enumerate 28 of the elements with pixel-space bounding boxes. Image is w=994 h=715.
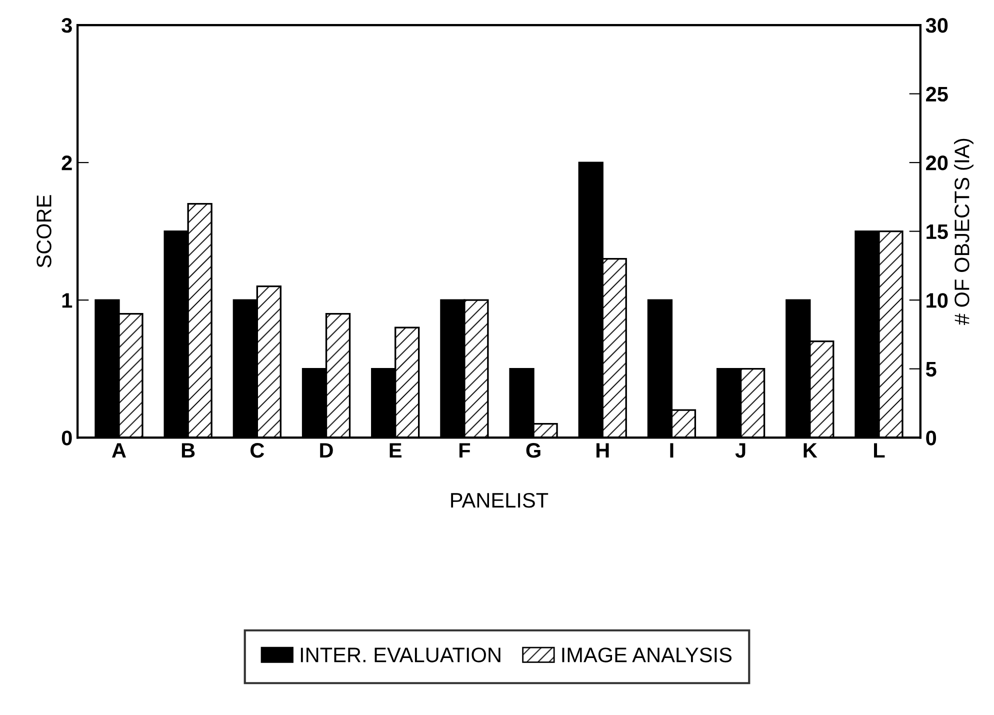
y2-tick-label: 15	[926, 224, 948, 240]
y2-tick-label: 0	[926, 430, 936, 446]
x-tick-label: D	[320, 443, 333, 458]
y-tick-label: 1	[62, 293, 72, 308]
x-tick-label: C	[250, 442, 264, 458]
x-tick-label: A	[112, 443, 126, 458]
legend-label: INTER. EVALUATION	[300, 648, 500, 662]
x-tick-label: H	[596, 443, 609, 458]
y2-tick-label: 5	[926, 362, 936, 377]
x-tick-label: K	[804, 443, 818, 458]
y-axis-title: SCORE	[36, 195, 52, 268]
x-tick-label: I	[670, 443, 674, 458]
y-tick-label: 3	[62, 18, 72, 33]
y-tick-label: 2	[62, 156, 72, 170]
x-tick-label: E	[390, 443, 402, 458]
y2-tick-label: 10	[926, 293, 948, 308]
x-tick-label: G	[526, 442, 540, 458]
x-tick-label: L	[874, 443, 885, 458]
y2-axis-title: # OF OBJECTS (IA)	[954, 138, 974, 325]
y-tick-label: 0	[62, 430, 72, 446]
y2-tick-label: 20	[926, 156, 948, 170]
y2-tick-label: 30	[926, 18, 948, 33]
x-axis-title: PANELIST	[451, 492, 548, 508]
x-tick-label: B	[182, 443, 195, 458]
x-tick-label: J	[735, 443, 746, 458]
y2-tick-label: 25	[926, 86, 948, 102]
legend-label: IMAGE ANALYSIS	[562, 648, 732, 662]
x-tick-label: F	[459, 443, 470, 458]
